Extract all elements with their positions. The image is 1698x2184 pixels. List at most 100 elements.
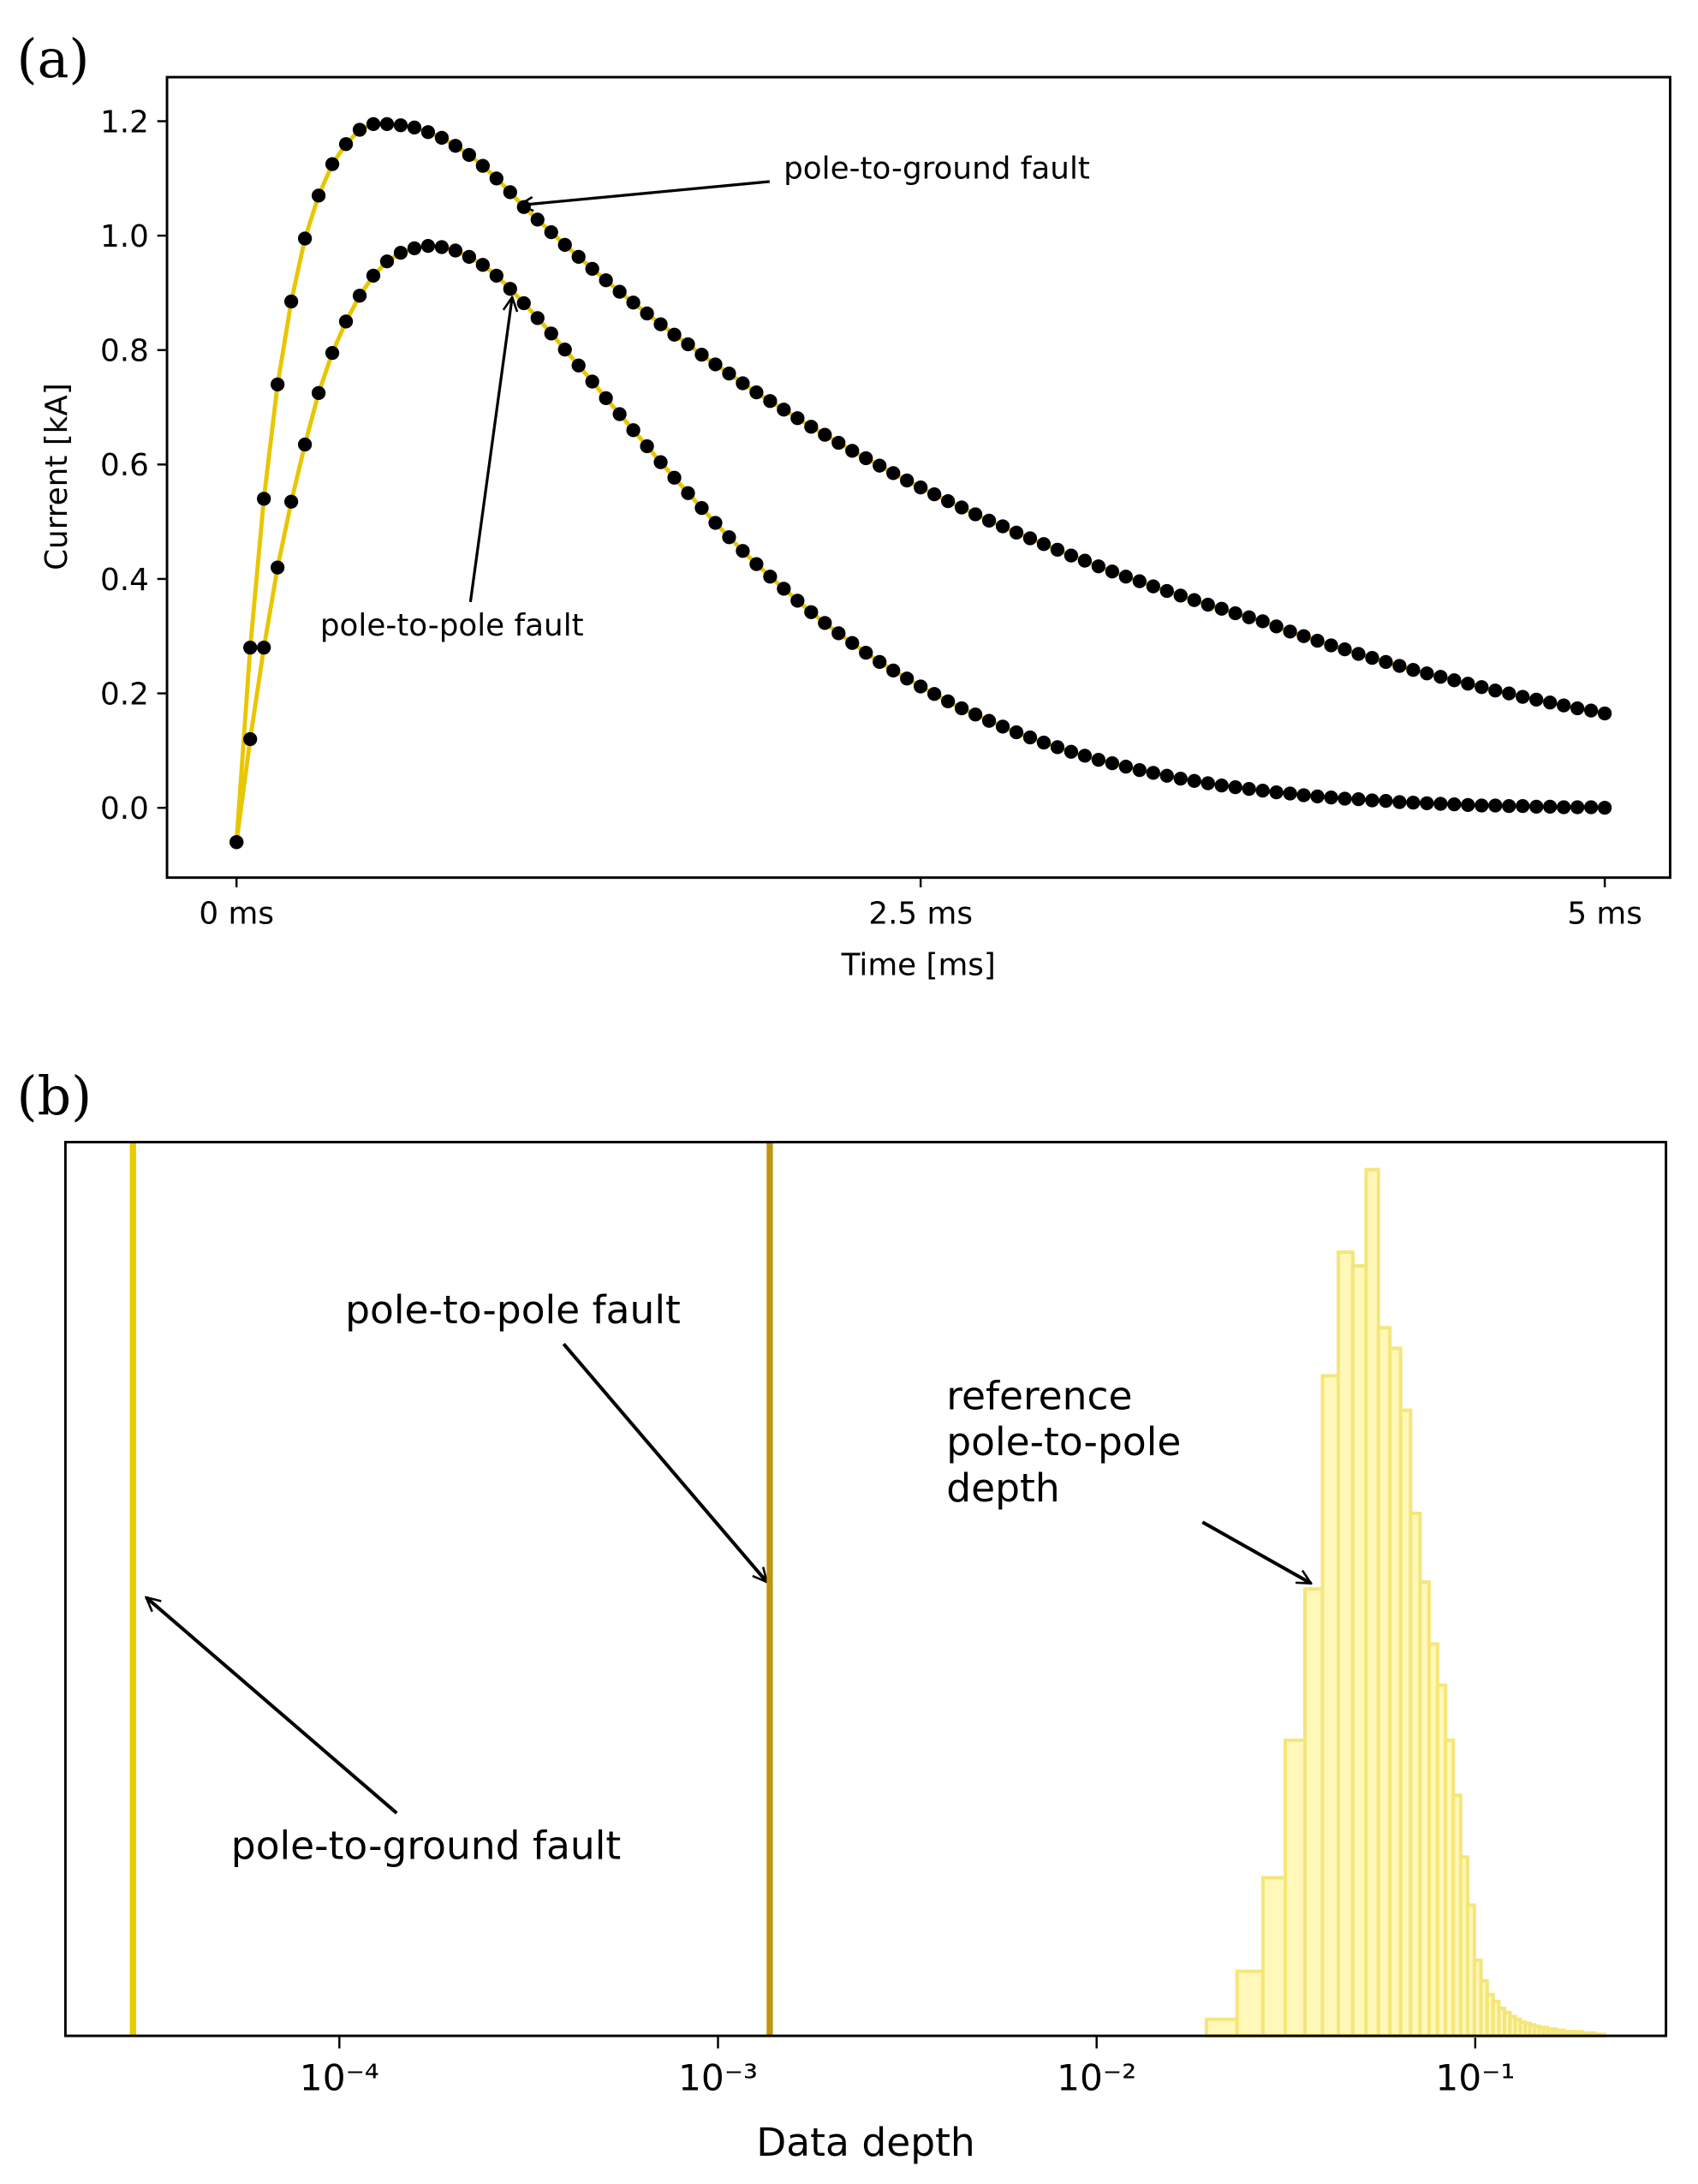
data-point [1379,654,1393,669]
data-point [1324,638,1338,653]
data-point [1283,786,1297,801]
data-point [626,295,640,310]
y-tick-label: 0.0 [100,791,149,826]
data-point [681,337,695,352]
x-tick-label: 5 ms [1567,896,1642,931]
data-point [940,694,956,709]
data-point [1201,597,1215,612]
axes-frame [165,75,1671,880]
data-point [1022,730,1038,745]
data-point [1529,799,1544,814]
panel-label: (b) [17,1065,92,1127]
data-point [667,470,682,485]
data-point [914,679,928,694]
data-point [1091,752,1106,767]
data-point [544,326,558,341]
annotation: depth [946,1465,1059,1511]
histogram-bar [1350,1263,1368,2038]
data-point [1557,800,1571,815]
data-point [338,314,354,329]
annotation: pole-to-pole [946,1419,1181,1465]
data-point [1338,642,1352,657]
annotation-arrow [146,1597,398,1815]
data-point [557,342,572,357]
histogram-bar [1364,1167,1380,2038]
data-point [1296,629,1311,643]
data-point [1502,686,1516,701]
data-point [585,374,599,389]
data-point [749,557,764,571]
data-point [366,116,381,131]
data-point [1077,553,1093,568]
data-point [1063,744,1079,759]
plot-area: 0 ms 2.5 ms 5 ms 0.0 0.2 0.4 0.6 0.8 1.0 1.2 [100,75,1671,931]
data-point [1570,701,1585,716]
data-point [886,466,901,480]
data-point [1488,798,1503,813]
data-point [1365,793,1379,808]
data-point [708,516,723,530]
data-point [557,237,572,252]
data-point [393,118,408,133]
data-point [516,200,531,214]
data-point [1475,680,1489,695]
data-point [352,289,367,303]
data-point [379,116,395,131]
data-point [489,171,503,186]
data-point [1269,619,1284,634]
data-point [845,636,860,650]
plot-area: 10⁻⁴ 10⁻³ 10⁻² 10⁻¹ [63,1141,1668,2098]
histogram-bar [1302,1587,1325,2038]
data-point [940,493,956,509]
data-point [722,367,736,381]
data-point [1146,579,1160,594]
data-point [284,294,299,309]
data-point [873,458,887,473]
data-point [736,376,750,391]
annotation-arrow [562,1342,766,1582]
data-point [1392,659,1407,673]
data-point [366,268,381,283]
data-point [1255,614,1270,629]
data-point [434,240,450,254]
data-point [475,258,490,272]
data-point [818,616,832,630]
data-point [1310,633,1325,648]
data-point [462,147,476,163]
data-point [257,641,271,655]
annotation: pole-to-ground fault [231,1823,621,1869]
data-point [1516,799,1530,814]
data-point [804,605,819,619]
data-point [995,519,1010,534]
data-point [1228,780,1242,795]
data-point [338,137,354,152]
data-point [503,282,517,296]
data-point [1132,762,1147,778]
data-point [1365,651,1379,665]
data-point [1228,606,1242,621]
data-point [1009,525,1024,540]
y-tick-label: 0.2 [100,677,149,712]
x-tick-label: 0 ms [199,896,274,931]
x-axis-label: Time [ms] [841,947,996,982]
data-point [243,641,258,655]
data-point [530,212,545,227]
data-point [585,261,599,277]
data-point [1283,624,1297,639]
data-point [873,654,887,669]
annotation: reference [946,1374,1132,1419]
data-point [612,284,627,299]
data-point [900,473,915,488]
data-point [1461,677,1475,691]
axes-frame [63,1141,1668,2038]
data-point [1557,698,1571,713]
data-point [1516,689,1530,704]
data-point [1118,759,1133,774]
data-point [831,626,846,641]
data-point [1406,796,1421,810]
data-point [927,687,942,701]
data-point [1242,610,1256,624]
data-point [1255,784,1270,798]
annotation-arrow [1201,1520,1311,1585]
y-tick-label: 0.4 [100,563,149,598]
